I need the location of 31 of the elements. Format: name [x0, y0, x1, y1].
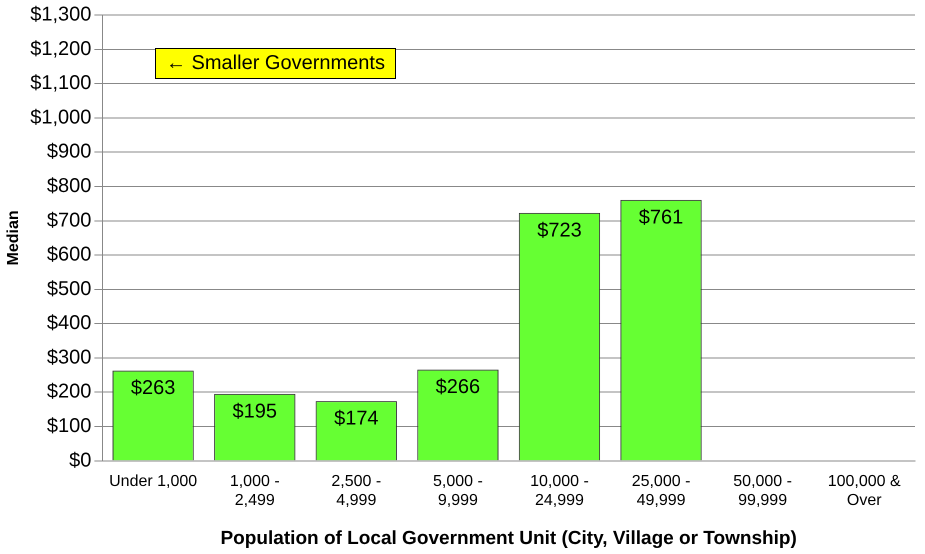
y-tick-label: $200 [46, 380, 92, 403]
annotation: ← Smaller Governments [155, 48, 396, 79]
y-tick-label: $0 [69, 449, 92, 472]
y-tick-label: $400 [46, 312, 92, 334]
x-tick-label: 100,000 & Over [828, 472, 902, 510]
y-axis-title: Median [5, 210, 22, 266]
y-tick-label: $1,300 [30, 4, 92, 26]
data-label: $195 [232, 400, 277, 422]
y-tick-label: $500 [46, 278, 92, 300]
data-label: $723 [537, 219, 582, 242]
x-tick-label: Under 1,000 [109, 472, 198, 490]
x-tick-label: 10,000 - 24,999 [530, 472, 589, 510]
data-label: $266 [436, 376, 480, 398]
x-tick-label: 2,500 - 4,999 [331, 472, 382, 510]
y-tick-label: $800 [46, 174, 92, 197]
x-tick-label: 25,000 - 49,999 [632, 472, 690, 510]
y-tick-label: $100 [46, 415, 92, 438]
y-tick-label: $1,000 [30, 106, 92, 128]
x-axis-title: Population of Local Government Unit (City, Village or Township) [220, 528, 797, 549]
x-tick-label: 5,000 - 9,999 [432, 472, 483, 510]
y-tick-label: $1,200 [30, 38, 92, 60]
y-tick-label: $1,100 [30, 72, 92, 94]
y-tick-label: $600 [46, 244, 92, 266]
y-tick-label: $900 [46, 140, 92, 163]
y-tick-label: $700 [46, 209, 92, 232]
data-label: $174 [334, 408, 379, 430]
data-label: $761 [638, 206, 684, 228]
x-tick-label: 1,000 - 2,499 [230, 472, 280, 510]
data-label: $263 [130, 377, 176, 400]
y-tick-label: $300 [46, 346, 92, 368]
x-tick-label: 50,000 - 99,999 [733, 472, 792, 510]
